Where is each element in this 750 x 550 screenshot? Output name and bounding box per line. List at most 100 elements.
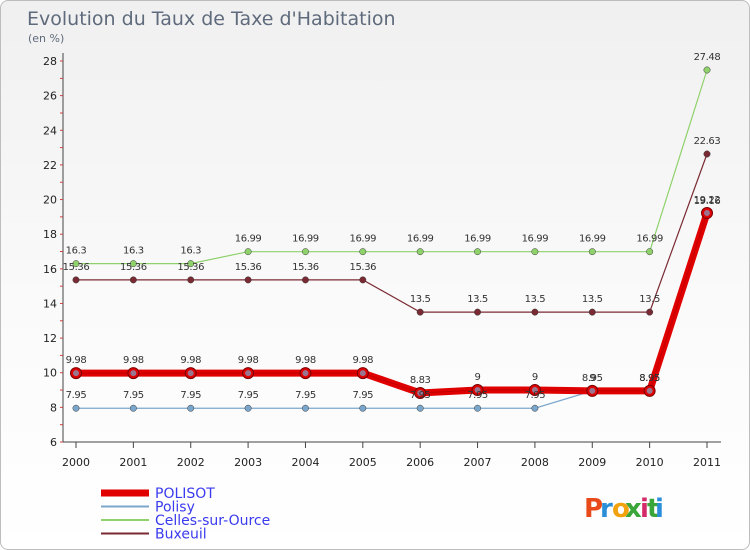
data-point	[646, 308, 654, 316]
data-point-inner	[589, 387, 596, 394]
data-label: 15.36	[292, 262, 319, 273]
data-point	[531, 308, 539, 316]
data-label: 9	[475, 372, 481, 383]
data-label: 27.48	[694, 52, 721, 63]
data-label: 7.95	[66, 390, 87, 401]
data-point-inner	[245, 370, 252, 377]
data-point	[703, 66, 711, 74]
data-point	[72, 260, 80, 268]
data-label: 8.95	[639, 373, 660, 384]
x-tick-label: 2000	[62, 456, 90, 469]
x-tick-label: 2005	[349, 456, 377, 469]
data-label: 16.99	[292, 234, 319, 245]
x-tick-label: 2009	[578, 456, 606, 469]
y-tick-label: 18	[43, 228, 57, 241]
data-point	[187, 404, 195, 412]
data-point	[129, 276, 137, 284]
data-label: 9.98	[295, 355, 316, 366]
series-line-3	[76, 153, 708, 313]
series-points	[70, 66, 713, 412]
data-point	[359, 248, 367, 256]
data-label: 7.95	[352, 390, 373, 401]
x-tick-label: 2007	[464, 456, 492, 469]
legend-label: Polisy	[155, 500, 195, 516]
logo-letter: P	[584, 494, 603, 524]
data-label: 9.98	[352, 355, 373, 366]
legend-label: Celles-sur-Ource	[155, 513, 270, 529]
y-tick-label: 10	[43, 367, 57, 380]
logo-letter: i	[640, 494, 649, 524]
axes: 6 8 10 12 14 16 18 20 22 24 26 28 2000 2001 2002 2003 20…	[43, 53, 721, 469]
legend-label: Buxeuil	[155, 527, 207, 543]
data-label: 22.63	[694, 136, 721, 147]
data-point	[703, 150, 711, 158]
series-line-0	[76, 211, 711, 397]
data-label: 15.36	[120, 262, 147, 273]
data-label: 16.99	[407, 234, 434, 245]
data-point	[474, 308, 481, 316]
data-point	[72, 404, 80, 412]
y-tick-label: 8	[50, 401, 57, 414]
data-label: 16.3	[123, 246, 144, 257]
data-point	[129, 404, 137, 412]
y-tick-label: 24	[43, 124, 57, 137]
data-label: 9.98	[123, 355, 144, 366]
data-label: 13.5	[582, 294, 603, 305]
data-label: 13.5	[639, 294, 660, 305]
y-tick-label: 26	[43, 90, 57, 103]
logo-letter: o	[612, 494, 630, 524]
data-label: 19.22	[694, 195, 721, 206]
y-tick-label: 28	[43, 55, 57, 68]
chart-title: Evolution du Taux de Taxe d'Habitation	[27, 8, 396, 30]
y-tick-label: 14	[43, 297, 57, 310]
data-label: 9.98	[66, 355, 87, 366]
data-point	[588, 308, 596, 316]
data-point	[244, 276, 252, 284]
data-label: 16.99	[579, 234, 606, 245]
data-point	[416, 308, 424, 316]
data-label: 9.98	[180, 355, 201, 366]
data-label: 16.3	[180, 246, 201, 257]
data-point	[588, 248, 596, 256]
data-label: 7.95	[180, 390, 201, 401]
data-label: 9.98	[238, 355, 259, 366]
logo-letter: i	[655, 494, 664, 524]
data-label: 16.99	[636, 234, 663, 245]
data-point-inner	[73, 370, 79, 377]
data-point	[302, 404, 309, 412]
y-tick-label: 6	[50, 436, 57, 449]
series-line-2	[76, 69, 708, 265]
data-label: 13.5	[467, 294, 488, 305]
chart-subtitle: (en %)	[28, 32, 64, 45]
data-labels: 9.98 9.98 9.98 9.98 9.98 9.988.83 9 9 9 8.9519.22…	[63, 52, 721, 401]
logo-letter: r	[600, 494, 613, 524]
data-point	[416, 248, 424, 256]
data-point-inner	[130, 370, 137, 377]
data-point	[474, 248, 481, 256]
series-line-1	[76, 213, 708, 409]
data-label: 9	[532, 372, 538, 383]
data-label: 16.99	[349, 234, 376, 245]
data-label: 7.95	[295, 390, 316, 401]
x-tick-label: 2001	[119, 456, 147, 469]
data-label: 16.99	[464, 234, 491, 245]
legend-label: POLISOT	[155, 486, 215, 502]
data-label: 13.5	[410, 294, 431, 305]
data-point	[646, 248, 654, 256]
data-label: 19.16	[694, 196, 721, 207]
data-label: 7.95	[410, 390, 431, 401]
data-point-inner	[704, 210, 710, 217]
series-lines	[76, 69, 711, 409]
data-label: 13.5	[525, 294, 546, 305]
data-label: 7.95	[467, 390, 488, 401]
data-point	[474, 404, 481, 412]
logo-letter: t	[647, 494, 659, 524]
data-point	[359, 404, 367, 412]
data-point	[416, 404, 424, 412]
data-point-inner	[531, 387, 538, 394]
data-point-inner	[187, 370, 194, 377]
x-tick-label: 2003	[234, 456, 262, 469]
